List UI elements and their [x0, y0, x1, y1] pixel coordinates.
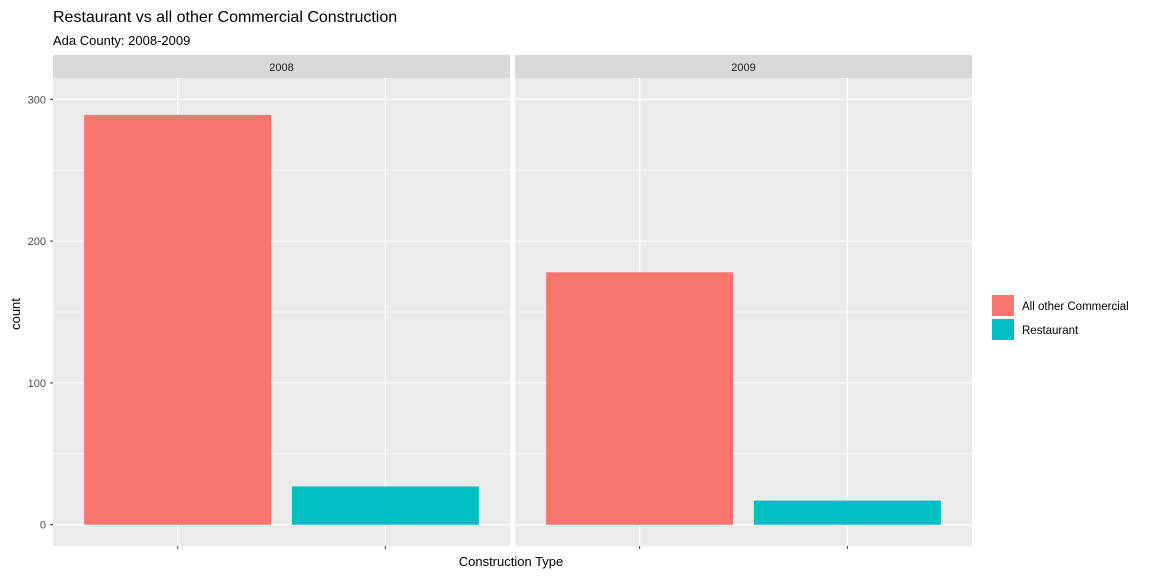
chart-subtitle: Ada County: 2008-2009 [53, 33, 190, 48]
y-tick-label: 0 [40, 520, 46, 532]
x-axis-title: Construction Type [459, 554, 564, 569]
facet-panels: 2008 2009 [53, 55, 972, 549]
chart-title: Restaurant vs all other Commercial Const… [53, 9, 397, 26]
facet-panel-2008: 2008 [53, 55, 510, 549]
facet-strip-label: 2008 [269, 62, 293, 74]
facet-strip [515, 55, 972, 78]
bar-2009-restaurant [753, 500, 941, 525]
facet-strip [53, 55, 510, 78]
y-tick-label: 100 [28, 378, 46, 390]
legend: All other Commercial Restaurant [992, 295, 1129, 340]
bar-2009-all-other-commercial [546, 272, 734, 525]
facet-strip-label: 2009 [731, 62, 755, 74]
legend-label: All other Commercial [1022, 301, 1129, 313]
y-tick-label: 200 [28, 236, 46, 248]
legend-label: Restaurant [1022, 325, 1079, 337]
legend-key-restaurant [992, 319, 1014, 340]
legend-key-all-other-commercial [992, 295, 1014, 316]
y-tick-label: 300 [28, 94, 46, 106]
facet-panel-2009: 2009 [515, 55, 972, 549]
bar-2008-restaurant [291, 486, 479, 525]
y-axis: 0 100 200 300 [28, 94, 53, 532]
y-axis-title: count [8, 298, 23, 330]
bar-2008-all-other-commercial [84, 114, 272, 525]
